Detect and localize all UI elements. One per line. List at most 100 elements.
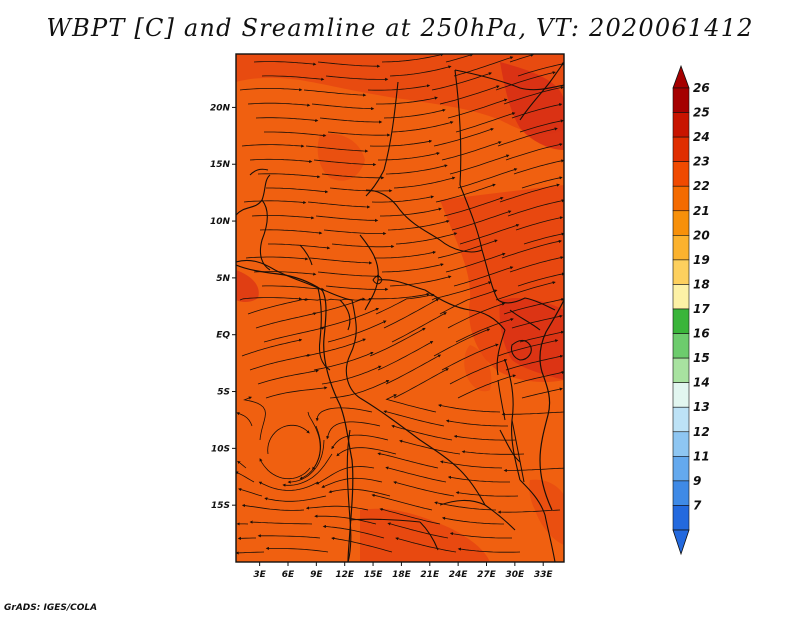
streamline-142: [336, 447, 397, 457]
streamline-147: [315, 466, 375, 485]
streamline-81: [325, 285, 389, 291]
latitude-axis: 20N 15N 10N 5N EQ 5S 10S 15S: [210, 103, 236, 511]
streamline-94: [503, 297, 564, 315]
streamline-102: [391, 312, 447, 343]
streamlines: [236, 54, 564, 555]
colorbar-label: 24: [693, 130, 710, 144]
streamline-31: [305, 145, 369, 153]
streamline-127: [385, 394, 437, 413]
streamline-74: [501, 239, 562, 259]
colorbar-label: 17: [693, 302, 710, 316]
streamline-70: [245, 256, 309, 261]
streamline-25: [264, 131, 327, 138]
streamline-73: [437, 239, 498, 259]
streamline-113: [441, 343, 499, 371]
streamline-65: [268, 243, 331, 250]
streamline-176: [236, 551, 265, 555]
streamline-66: [331, 243, 395, 249]
colorbar-swatch: [672, 259, 690, 285]
streamline-92: [375, 293, 435, 315]
streamline-134: [445, 419, 508, 427]
coastline: [236, 264, 564, 562]
streamline-67: [395, 232, 458, 245]
streamline-2: [381, 54, 444, 63]
streamline-16: [311, 103, 375, 111]
colorbar-top-arrow: [672, 64, 690, 89]
streamline-109: [497, 339, 559, 357]
wbpt-patch-7: [529, 479, 564, 545]
lat-label: EQ: [216, 331, 230, 341]
lat-label: 20N: [210, 103, 231, 113]
streamline-159: [393, 481, 455, 497]
streamline-131: [299, 425, 322, 480]
colorbar-label: 13: [693, 400, 710, 414]
lat-label: 10N: [210, 217, 231, 227]
colorbar: 26 25 24 23 22 21 20 19 18 17 16 15 14 13 12 11 9 7: [672, 64, 710, 556]
streamline-72: [374, 250, 437, 259]
streamline-0: [253, 61, 317, 66]
colorbar-swatch: [672, 235, 690, 261]
colorbar-label: 12: [693, 425, 710, 439]
streamline-111: [313, 351, 374, 371]
streamline-121: [329, 380, 390, 399]
streamline-135: [243, 396, 266, 441]
streamline-143: [399, 439, 461, 455]
streamline-88: [431, 281, 492, 301]
streamline-56: [315, 215, 379, 222]
streamline-8: [453, 56, 514, 77]
streamline-101: [327, 320, 387, 343]
colorbar-label: 15: [693, 351, 710, 365]
streamline-123: [457, 374, 517, 399]
colorbar-label: 16: [693, 327, 710, 341]
streamline-115: [257, 369, 319, 385]
streamline-164: [434, 501, 497, 511]
streamline-104: [519, 330, 564, 343]
streamline-84: [517, 272, 564, 287]
streamline-151: [236, 471, 255, 483]
streamline-26: [327, 131, 391, 137]
streamline-91: [311, 297, 373, 315]
streamline-108: [433, 328, 491, 357]
streamline-9: [517, 62, 564, 77]
lon-label: 24E: [449, 570, 469, 580]
lon-label: 18E: [392, 570, 412, 580]
streamline-140: [267, 424, 310, 455]
streamline-165: [497, 509, 561, 514]
streamline-95: [255, 312, 317, 329]
streamline-170: [441, 516, 504, 525]
streamline-52: [371, 195, 435, 203]
streamline-146: [259, 458, 311, 480]
streamline-172: [257, 534, 321, 539]
streamline-137: [331, 434, 389, 450]
streamline-37: [378, 152, 440, 161]
streamline-150: [503, 467, 564, 473]
streamline-173: [322, 524, 385, 539]
streamline-161: [241, 503, 305, 511]
colorbar-label: 26: [693, 81, 710, 95]
colorbar-label: 7: [693, 498, 702, 512]
credit-text: GrADS: IGES/COLA: [4, 603, 98, 613]
streamline-63: [451, 210, 512, 231]
streamline-103: [455, 318, 514, 343]
colorbar-label: 25: [693, 106, 710, 120]
streamline-128: [438, 404, 501, 413]
streamline-21: [319, 117, 383, 124]
streamline-55: [251, 215, 315, 220]
streamline-105: [241, 338, 303, 357]
streamline-12: [367, 84, 431, 91]
lon-label: 6E: [282, 570, 295, 580]
streamline-1: [317, 61, 381, 68]
streamline-169: [379, 507, 441, 525]
streamline-59: [507, 199, 564, 217]
streamline-180: [457, 547, 521, 553]
streamline-160: [455, 491, 519, 497]
wbpt-patch-4: [236, 270, 259, 302]
streamline-86: [303, 297, 366, 301]
streamline-120: [265, 386, 328, 399]
streamline-118: [449, 358, 508, 385]
streamline-11: [303, 89, 367, 97]
streamline-44: [513, 159, 564, 175]
streamline-148: [377, 452, 439, 469]
wbpt-patch-5: [360, 508, 490, 562]
